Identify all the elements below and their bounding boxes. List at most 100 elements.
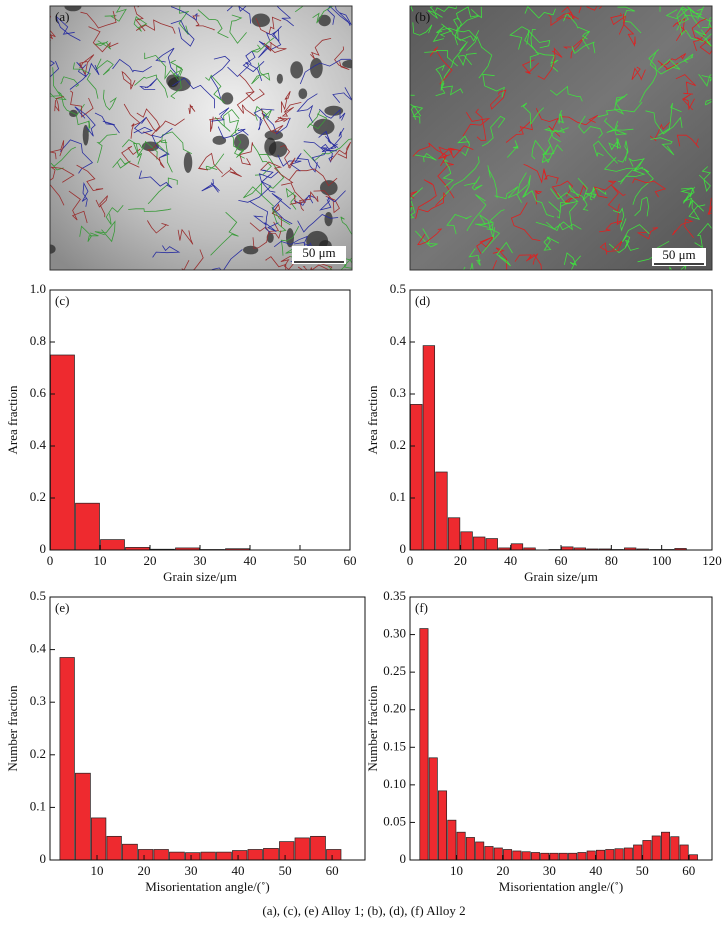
- grain-boundary: [603, 157, 644, 172]
- bar: [326, 849, 342, 861]
- x-tick-label: 20: [138, 863, 151, 878]
- bar: [216, 851, 232, 861]
- y-tick-label: 0: [400, 851, 407, 866]
- bar: [642, 840, 652, 861]
- grain-boundary: [614, 120, 627, 136]
- grain-boundary: [252, 143, 272, 176]
- particle: [312, 118, 335, 135]
- bar: [475, 841, 485, 861]
- grain-boundary: [639, 49, 659, 103]
- grain-boundary: [318, 130, 339, 148]
- grain-boundary: [243, 182, 275, 207]
- y-axis-label: Number fraction: [5, 685, 20, 772]
- bar: [577, 852, 587, 861]
- grain-boundary: [68, 190, 88, 224]
- grain-boundary: [294, 153, 318, 173]
- bar: [623, 847, 633, 861]
- grain-boundary: [535, 108, 561, 137]
- grain-boundary: [265, 256, 295, 270]
- grain-boundary: [205, 153, 225, 170]
- x-tick-label: 60: [555, 553, 568, 568]
- bar: [614, 848, 624, 861]
- grain-boundary: [509, 26, 536, 51]
- grain-boundary: [280, 144, 296, 169]
- grain-boundary: [412, 22, 433, 36]
- grain-boundary: [299, 191, 319, 211]
- x-tick-label: 30: [185, 863, 198, 878]
- grain-boundary: [121, 139, 143, 155]
- grain-boundary: [321, 143, 338, 153]
- bar: [485, 538, 498, 551]
- grain-boundary: [492, 247, 508, 270]
- scale-bar-label: 50 μm: [662, 247, 695, 262]
- bar: [279, 841, 295, 861]
- grain-boundary: [263, 41, 287, 53]
- grain-boundary: [178, 6, 189, 35]
- bar: [200, 851, 216, 861]
- grain-boundary: [133, 6, 146, 32]
- grain-boundary: [128, 208, 172, 212]
- grain-boundary: [482, 73, 505, 98]
- y-tick-label: 0.05: [383, 813, 406, 828]
- grain-boundary: [571, 41, 596, 55]
- grain-boundary: [310, 38, 332, 60]
- y-axis-label: Area fraction: [5, 385, 20, 454]
- x-tick-label: 30: [543, 863, 556, 878]
- plot-frame: [409, 596, 713, 861]
- bar: [294, 837, 310, 861]
- grain-boundary: [258, 153, 285, 189]
- grain-boundary: [697, 6, 705, 20]
- grain-boundary: [556, 6, 575, 20]
- grain-boundary: [205, 74, 226, 104]
- grain-boundary: [88, 26, 119, 53]
- grain-boundary: [72, 62, 99, 99]
- grain-boundary: [510, 202, 541, 241]
- bar: [263, 848, 279, 861]
- bar: [75, 502, 100, 551]
- grain-boundary: [55, 15, 81, 41]
- grain-boundary: [152, 245, 181, 258]
- grain-boundary: [448, 28, 480, 42]
- x-tick-label: 50: [636, 863, 649, 878]
- bar: [465, 837, 475, 861]
- grain-boundary: [74, 106, 96, 137]
- grain-boundary: [631, 66, 646, 81]
- x-tick-label: 40: [589, 863, 602, 878]
- bar: [122, 843, 138, 861]
- grain-boundary: [138, 170, 173, 189]
- bar: [521, 851, 531, 861]
- grain-boundary: [260, 161, 294, 186]
- grain-boundary: [435, 6, 458, 12]
- bar: [310, 835, 326, 861]
- grain-boundary: [145, 117, 185, 132]
- y-tick-label: 0.5: [390, 281, 406, 296]
- micrograph: [50, 6, 352, 270]
- grain-boundary: [427, 6, 443, 19]
- grain-boundary: [548, 127, 566, 154]
- grain-boundary: [694, 29, 712, 48]
- y-tick-label: 0.4: [30, 437, 47, 452]
- micrograph: [410, 6, 712, 270]
- grain-boundary: [285, 187, 297, 210]
- bar: [185, 852, 201, 861]
- x-axis-label: Grain size/μm: [163, 569, 237, 584]
- grain-boundary: [521, 59, 540, 75]
- y-tick-label: 0.4: [390, 333, 407, 348]
- particle: [64, 6, 82, 12]
- bar: [247, 849, 263, 861]
- y-tick-label: 0.6: [30, 385, 47, 400]
- grain-boundary: [658, 102, 682, 136]
- grain-boundary: [249, 222, 282, 240]
- y-tick-label: 0.3: [390, 385, 406, 400]
- particle: [82, 124, 89, 146]
- grain-boundary: [543, 236, 560, 251]
- x-tick-label: 60: [326, 863, 339, 878]
- grain-boundary: [672, 218, 695, 238]
- grain-boundary: [698, 73, 712, 87]
- grain-boundary: [603, 118, 634, 133]
- grain-boundary: [457, 135, 471, 157]
- grain-boundary: [608, 239, 639, 254]
- grain-boundary: [151, 127, 173, 158]
- bar: [438, 790, 448, 861]
- grain-boundary: [293, 194, 317, 206]
